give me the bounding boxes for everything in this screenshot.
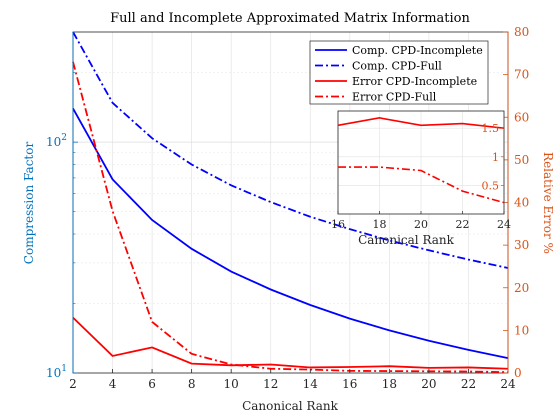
x-tick-label: 12	[263, 377, 278, 391]
inset-x-tick-label: 22	[456, 218, 470, 231]
right-y-tick-label: 30	[514, 238, 529, 252]
inset-x-tick-label: 18	[373, 218, 387, 231]
legend: Comp. CPD-Incomplete Comp. CPD-Full Error …	[309, 40, 489, 105]
main-right-y-ticks: 0 10 20 30 40 50 60 70 80	[503, 25, 529, 380]
right-y-tick-label: 10	[514, 323, 529, 337]
right-y-tick-label: 50	[514, 153, 529, 167]
inset-x-tick-label: 20	[414, 218, 428, 231]
x-tick-label: 14	[303, 377, 319, 391]
x-tick-label: 6	[148, 377, 156, 391]
x-tick-label: 18	[382, 377, 397, 391]
series-line-3	[72, 316, 509, 370]
right-y-axis-label: Relative Error %	[541, 152, 555, 254]
inset-series-lines	[337, 117, 505, 204]
left-y-tick-label: 101	[46, 364, 67, 380]
legend-label-2: Comp. CPD-Full	[352, 60, 442, 73]
right-y-tick-label: 80	[514, 25, 529, 39]
inset-y-tick-label: 1.5	[482, 122, 500, 135]
left-y-tick-label: 102	[46, 133, 67, 149]
x-tick-label: 20	[421, 377, 436, 391]
inset-y-tick-label: 0.5	[482, 179, 500, 192]
right-y-tick-label: 0	[514, 366, 522, 380]
x-tick-label: 10	[224, 377, 239, 391]
x-tick-label: 24	[500, 377, 516, 391]
legend-box	[309, 40, 489, 105]
inset-x-ticks: 16 18 20 22 24	[331, 211, 511, 231]
main-left-y-ticks: 101 102	[46, 31, 78, 380]
inset-x-axis-label: Canonical Rank	[358, 233, 455, 247]
chart-title: Full and Incomplete Approximated Matrix …	[110, 11, 470, 26]
left-y-axis-label: Compression Factor	[22, 142, 36, 265]
x-tick-label: 16	[342, 377, 357, 391]
inset-x-tick-label: 24	[497, 218, 511, 231]
inset-series-line-2	[338, 166, 505, 204]
main-series-lines	[72, 31, 509, 374]
x-axis-label: Canonical Rank	[242, 399, 339, 413]
x-tick-label: 8	[188, 377, 196, 391]
x-tick-label: 2	[69, 377, 77, 391]
inset-series-line-1	[337, 117, 505, 129]
legend-label-1: Comp. CPD-Incomplete	[352, 44, 483, 57]
inset-x-tick-label: 16	[331, 218, 345, 231]
series-line-1	[72, 107, 509, 360]
inset-plot: 16 18 20 22 24 0.5 1 1.5 Canonical Rank	[331, 110, 511, 247]
right-y-tick-label: 40	[514, 196, 529, 210]
legend-label-4: Error CPD-Full	[352, 91, 437, 104]
series-line-2	[72, 31, 509, 269]
right-y-tick-label: 70	[514, 68, 529, 82]
inset-y-tick-label: 1	[492, 151, 499, 164]
x-tick-label: 4	[109, 377, 117, 391]
inset-y-ticks: 0.5 1 1.5	[482, 122, 504, 192]
x-tick-label: 22	[461, 377, 476, 391]
right-y-tick-label: 20	[514, 281, 529, 295]
series-line-4	[72, 61, 509, 374]
right-y-tick-label: 60	[514, 110, 529, 124]
legend-label-3: Error CPD-Incomplete	[352, 75, 477, 88]
main-x-ticks: 2 4 6 8 10 12 14 16 18 20 22 24	[69, 369, 516, 391]
